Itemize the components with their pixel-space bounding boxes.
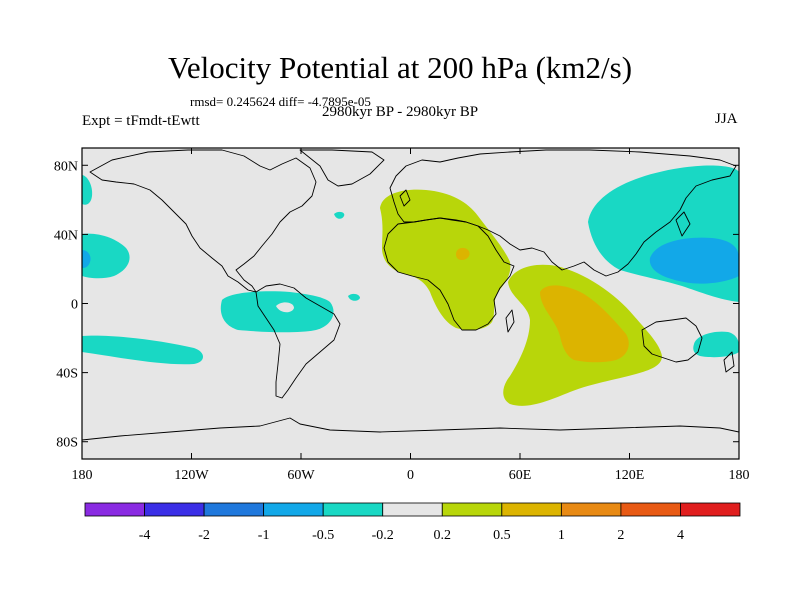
colorbar-swatch [382,502,443,517]
contour-central-pacific-core [82,250,91,268]
colorbar-label: 2 [617,528,624,543]
coast-australia [641,317,703,363]
colorbar-label: -0.5 [312,528,334,543]
colorbar-label: 4 [677,528,684,543]
experiment-label: Expt = tFmdt-tEwtt [82,113,200,129]
coast-madagascar [505,309,515,333]
contour-east-pacific [220,291,334,333]
contour-southeast-australia [693,331,739,358]
colorbar-label: 0.2 [434,528,452,543]
colorbar-swatch [263,502,324,517]
y-tick-label: 40S [56,367,78,382]
coast-antarctica [82,417,739,441]
contour-africa [380,189,511,330]
contour-africa-core [456,247,470,260]
y-tick-label: 80N [54,159,78,174]
colorbar-label: -0.2 [372,528,394,543]
x-tick-label: 0 [407,468,414,483]
contour-atlantic-dot [348,293,360,301]
colorbar-swatch [560,502,622,517]
x-tick-label: 180 [72,468,93,483]
x-tick-label: 180 [729,468,750,483]
coastlines [82,149,739,441]
y-tick-label: 80S [56,436,78,451]
contour-indian-ocean-core [540,285,629,363]
coast-south-america [255,283,341,399]
coast-africa [383,217,515,331]
coast-japan [675,211,691,237]
contour-northwest-edge [82,175,93,205]
colorbar-label: -2 [198,528,210,543]
contour-central-pacific [82,233,130,279]
stats-text: rmsd= 0.245624 diff= -4.7895e-05 [190,94,371,109]
colorbar-swatch [203,502,265,517]
colorbar-swatch [441,502,503,517]
colorbar-label: -1 [258,528,270,543]
colorbar-swatch [501,502,562,517]
colorbar-swatch [144,502,205,517]
contour-atlantic-dot-2 [334,211,345,219]
x-tick-label: 60E [509,468,532,483]
contour-fills [82,165,739,406]
colorbar-label: 1 [558,528,565,543]
colorbar-swatch [322,502,384,517]
y-tick-label: 0 [71,298,78,313]
contour-southwest-pacific [82,335,203,365]
coast-north-america [89,149,317,293]
coast-uk [399,189,411,207]
colorbar-swatch [620,502,681,517]
x-tick-label: 120E [615,468,645,483]
axis-layer: 180 120W 60W 0 60E 120E 180 80N 40N 0 40S 80S [54,148,750,483]
x-tick-label: 60W [287,468,315,483]
y-tick-label: 40N [54,228,78,243]
colorbar: -4 -2 -1 -0.5 -0.2 0.2 0.5 1 2 4 [84,502,741,543]
colorbar-label: -4 [139,528,151,543]
contour-east-pacific-hole [276,302,294,313]
period-label: 2980kyr BP - 2980kyr BP [322,104,479,120]
season-label: JJA [715,111,738,127]
colorbar-swatch [84,502,145,517]
map-title: Velocity Potential at 200 hPa (km2/s) [167,50,633,85]
colorbar-swatch [680,502,741,517]
x-tick-label: 120W [174,468,209,483]
coast-greenland [299,149,385,187]
contour-west-pacific-core [649,237,739,284]
coast-new-zealand [723,351,735,373]
colorbar-label: 0.5 [493,528,511,543]
